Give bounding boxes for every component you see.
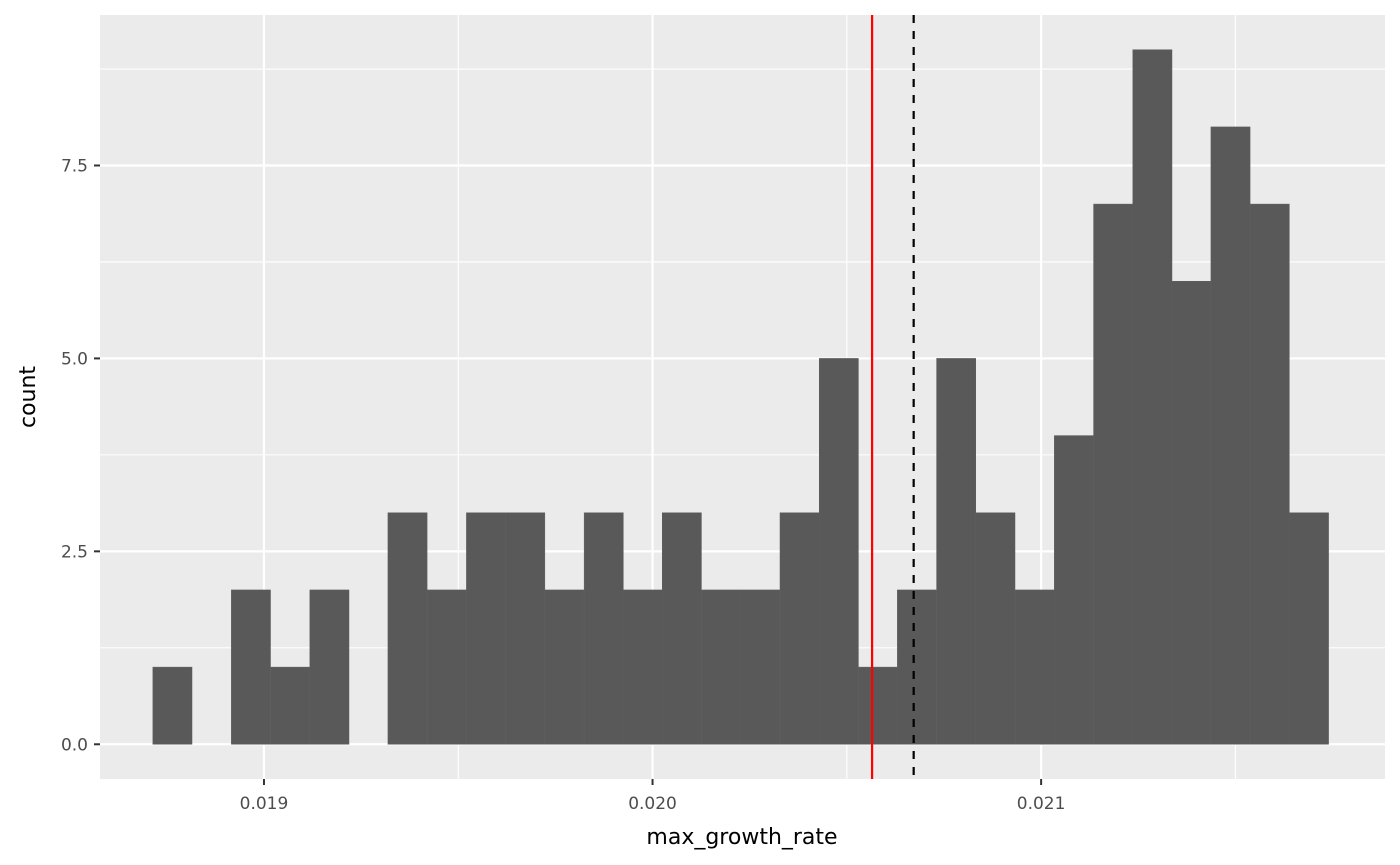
histogram-bar [1289,512,1329,745]
histogram-bar [897,589,937,745]
histogram-bar [740,589,781,745]
histogram-bar [936,358,977,745]
histogram-bar [858,666,898,745]
histogram-bar [975,512,1016,745]
x-tick-label: 0.019 [240,794,289,814]
x-axis: 0.019 0.020 0.021 [240,779,1066,814]
histogram-bar [1054,435,1094,745]
histogram-bar [622,589,663,745]
histogram-bar [779,512,820,745]
histogram-bar [505,512,546,745]
histogram-bar [662,512,702,745]
y-tick-label: 5.0 [61,349,88,369]
histogram-bar [1249,203,1290,745]
histogram-bar [466,512,506,745]
histogram-bar [426,589,467,745]
histogram-bar [231,589,271,745]
y-tick-label: 7.5 [61,156,88,176]
histogram-bar [152,666,193,745]
histogram-bar [583,512,624,745]
reference-lines [870,15,915,779]
y-tick-label: 2.5 [61,542,88,562]
x-tick-label: 0.020 [628,794,677,814]
histogram-bar [544,589,585,745]
y-axis-title: count [16,366,41,428]
y-tick-label: 0.0 [61,735,88,755]
histogram-bar [1171,280,1212,745]
x-tick-label: 0.021 [1017,794,1066,814]
histogram-bar [1210,126,1251,745]
histogram-bar [1093,203,1133,745]
histogram-bar [387,512,428,745]
histogram-bar [1132,49,1173,745]
histogram-bar [309,589,350,745]
histogram-bar [1014,589,1055,745]
x-axis-title: max_growth_rate [646,825,837,850]
histogram-bar [701,589,741,745]
histogram-bar [270,666,310,745]
histogram-bar [818,358,859,745]
y-axis: 0.0 2.5 5.0 7.5 [61,156,100,755]
histogram-bars [152,49,1329,745]
